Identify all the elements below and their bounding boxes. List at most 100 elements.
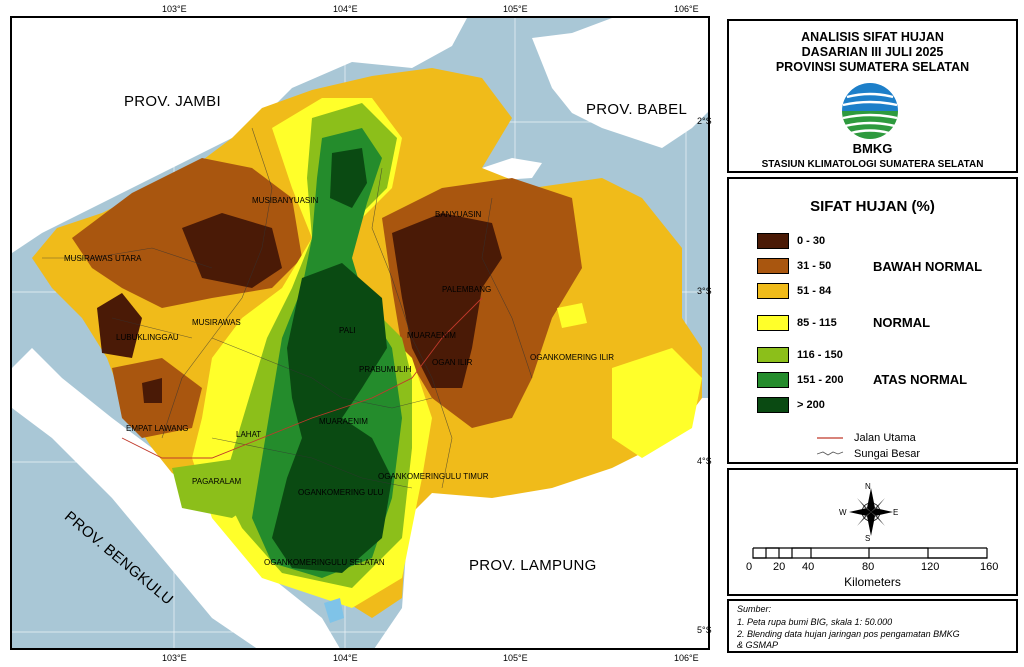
legend-category-above: ATAS NORMAL <box>873 372 968 387</box>
regency-boundaries <box>42 127 533 489</box>
legend-heading: SIFAT HUJAN (%) <box>810 198 935 215</box>
label-ogankomering-ulu: OGANKOMERING ULU <box>298 488 384 497</box>
legend-range-label: > 200 <box>797 399 825 411</box>
zone-0-30-lubuk <box>97 293 142 358</box>
land-babel <box>532 18 708 148</box>
legend-swatch <box>757 372 789 388</box>
lon-tick-bottom-106: 106°E <box>674 653 699 663</box>
label-prov-babel: PROV. BABEL <box>586 101 688 118</box>
label-ogan-ilir: OGAN ILIR <box>432 358 473 367</box>
scale-tick-label: 40 <box>802 561 815 573</box>
label-palembang: PALEMBANG <box>442 285 491 294</box>
legend-range-label: 51 - 84 <box>797 285 832 297</box>
rainfall-map: MUSIBANYUASIN BANYUASIN MUSIRAWAS UTARA … <box>12 18 708 648</box>
compass-n: N <box>865 482 871 491</box>
zone-0-30-east <box>392 213 502 388</box>
lon-tick-top-103: 103°E <box>162 4 187 14</box>
scale-bar <box>752 547 988 559</box>
north-arrow-icon <box>849 488 893 536</box>
label-banyuasin: BANYUASIN <box>435 210 481 219</box>
scale-tick-label: 160 <box>980 561 999 573</box>
title-line-3: PROVINSI SUMATERA SELATAN <box>775 60 970 74</box>
zone-gt-200-main <box>272 263 392 573</box>
label-pagaralam: PAGARALAM <box>192 477 242 486</box>
scale-unit: Kilometers <box>844 575 901 589</box>
lat-tick-3s: 3°S <box>697 286 712 296</box>
legend-category-below: BAWAH NORMAL <box>873 259 983 274</box>
zone-85-115-east <box>612 348 702 458</box>
legend-swatch <box>757 347 789 363</box>
lake <box>324 598 344 623</box>
lat-tick-4s: 4°S <box>697 456 712 466</box>
legend-range-label: 116 - 150 <box>797 349 843 361</box>
label-lubuklinggau: LUBUKLINGGAU <box>116 333 179 342</box>
station-name: STASIUN KLIMATOLOGI SUMATERA SELATAN <box>761 159 984 170</box>
legend-swatch <box>757 315 789 331</box>
river-symbol <box>817 451 844 456</box>
scale-tick-label: 0 <box>746 561 753 573</box>
bmkg-logo-icon <box>842 83 898 139</box>
lon-tick-bottom-104: 104°E <box>333 653 358 663</box>
source-panel: Sumber: 1. Peta rupa bumi BIG, skala 1: … <box>727 599 1018 653</box>
label-musibanyuasin: MUSIBANYUASIN <box>252 196 318 205</box>
label-muaraenim-north: MUARAENIM <box>407 331 456 340</box>
source-line-3: & GSMAP <box>737 640 779 650</box>
legend-swatch <box>757 258 789 274</box>
title-line-2: DASARIAN III JULI 2025 <box>801 45 944 59</box>
label-ogankomeringulu-selatan: OGANKOMERINGULU SELATAN <box>264 558 385 567</box>
zone-0-30-west <box>182 213 282 288</box>
source-heading: Sumber: <box>737 604 772 614</box>
label-musirawas: MUSIRAWAS <box>192 318 241 327</box>
legend-swatch <box>757 283 789 299</box>
label-ogankomeringulu-timur: OGANKOMERINGULU TIMUR <box>378 472 489 481</box>
bmkg-logo-text: BMKG <box>852 141 893 156</box>
label-muaraenim-south: MUARAENIM <box>319 417 368 426</box>
lon-tick-bottom-105: 105°E <box>503 653 528 663</box>
lon-tick-top-104: 104°E <box>333 4 358 14</box>
lon-tick-top-105: 105°E <box>503 4 528 14</box>
zone-gt-200 <box>330 148 367 208</box>
scale-tick-label: 80 <box>862 561 875 573</box>
land-jambi <box>12 18 467 253</box>
label-prov-jambi: PROV. JAMBI <box>124 93 221 110</box>
zone-116-150-sw <box>172 458 262 518</box>
label-prabumulih: PRABUMULIH <box>359 365 412 374</box>
land-bengkulu <box>12 348 340 648</box>
lon-tick-top-106: 106°E <box>674 4 699 14</box>
zone-0-30-sw <box>142 378 162 403</box>
source-line-2: 2. Blending data hujan jaringan pos peng… <box>737 629 960 639</box>
legend-range-label: 151 - 200 <box>797 374 844 386</box>
label-prov-lampung: PROV. LAMPUNG <box>469 557 597 574</box>
regency-labels: MUSIBANYUASIN BANYUASIN MUSIRAWAS UTARA … <box>64 196 614 567</box>
compass-w: W <box>839 508 847 517</box>
lat-tick-5s: 5°S <box>697 625 712 635</box>
legend-swatch <box>757 233 789 249</box>
scale-tick-label: 20 <box>773 561 786 573</box>
title-line-1: ANALISIS SIFAT HUJAN <box>801 30 944 44</box>
legend-range-label: 85 - 115 <box>797 317 837 329</box>
legend-river-label: Sungai Besar <box>854 448 921 460</box>
legend-category-normal: NORMAL <box>873 315 931 330</box>
title-panel: ANALISIS SIFAT HUJAN DASARIAN III JULI 2… <box>727 19 1018 173</box>
compass-e: E <box>893 508 899 517</box>
map-frame: MUSIBANYUASIN BANYUASIN MUSIRAWAS UTARA … <box>10 16 710 650</box>
main-road <box>121 297 483 459</box>
label-pali: PALI <box>339 326 356 335</box>
zone-85-115-spot <box>557 303 587 328</box>
label-lahat: LAHAT <box>236 430 261 439</box>
legend-road-label: Jalan Utama <box>854 432 916 444</box>
compass-s: S <box>865 534 871 543</box>
scale-tick-label: 120 <box>921 561 940 573</box>
lat-tick-2s: 2°S <box>697 116 712 126</box>
label-empat-lawang: EMPAT LAWANG <box>126 424 189 433</box>
legend-symbols <box>817 437 844 456</box>
label-ogankomering-ilir: OGANKOMERING ILIR <box>530 353 614 362</box>
legend-range-label: 31 - 50 <box>797 260 832 272</box>
source-line-1: 1. Peta rupa bumi BIG, skala 1: 50.000 <box>737 617 893 627</box>
legend-swatch <box>757 397 789 413</box>
lon-tick-bottom-103: 103°E <box>162 653 187 663</box>
legend-range-label: 0 - 30 <box>797 235 826 247</box>
legend-panel: SIFAT HUJAN (%) 0 - 30 31 - 50 51 - 84 85 -… <box>727 177 1018 464</box>
label-musirawas-utara: MUSIRAWAS UTARA <box>64 254 142 263</box>
scale-panel: N S W E 0 20 40 80 120 160 Kilometers <box>727 468 1018 596</box>
